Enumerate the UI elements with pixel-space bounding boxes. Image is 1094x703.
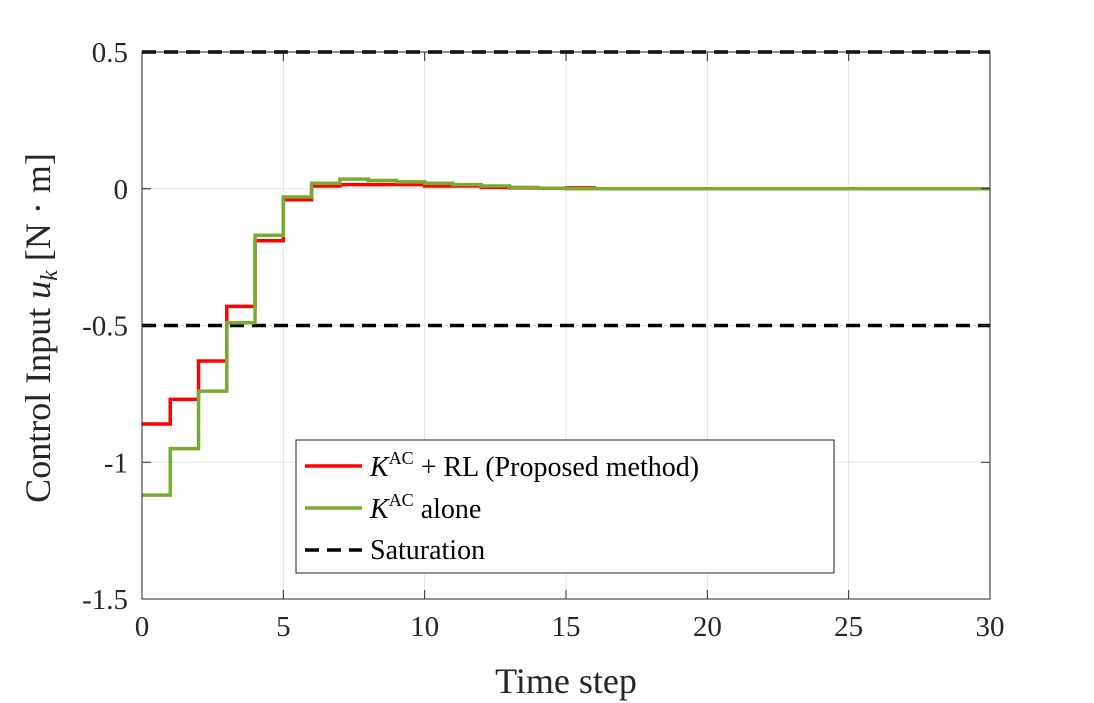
- series-line-1: [142, 177, 990, 497]
- y-tick-label: 0: [114, 174, 129, 206]
- y-tick-label: -1: [104, 447, 128, 479]
- y-axis-label: Control Input uk [N · m]: [18, 153, 63, 503]
- y-tick-label: -0.5: [82, 311, 128, 343]
- legend-label-saturation: Saturation: [370, 535, 485, 566]
- y-axis-label-unit: [N · m]: [18, 153, 58, 270]
- legend-label-proposed: KAC + RL (Proposed method): [369, 448, 699, 483]
- x-tick-label: 30: [976, 611, 1005, 643]
- x-tick-label: 20: [693, 611, 722, 643]
- legend-label-alone: KAC alone: [369, 490, 481, 525]
- series-lines: [142, 177, 990, 497]
- x-tick-label: 15: [552, 611, 581, 643]
- y-tick-labels: 0.5 0 -0.5 -1 -1.5: [82, 37, 128, 616]
- x-tick-label: 25: [834, 611, 863, 643]
- legend-entry-proposed: KAC + RL (Proposed method): [305, 448, 699, 483]
- x-tick-label: 10: [410, 611, 439, 643]
- legend-box: [295, 439, 835, 574]
- legend-entry-saturation: Saturation: [305, 535, 485, 566]
- y-tick-label: 0.5: [92, 37, 128, 69]
- legend: KAC + RL (Proposed method) KAC alone Sat…: [295, 439, 835, 574]
- axis-ticks: [141, 51, 991, 600]
- x-tick-label: 5: [276, 611, 291, 643]
- x-axis-label: Time step: [495, 661, 637, 701]
- y-axis-label-symbol: u: [18, 281, 58, 299]
- y-axis-label-prefix: Control Input: [18, 299, 58, 503]
- x-tick-labels: 0 5 10 15 20 25 30: [135, 611, 1005, 643]
- legend-entry-alone: KAC alone: [305, 490, 481, 525]
- y-tick-label: -1.5: [82, 584, 128, 616]
- x-tick-label: 0: [135, 611, 150, 643]
- y-axis-label-subscript: k: [37, 270, 63, 281]
